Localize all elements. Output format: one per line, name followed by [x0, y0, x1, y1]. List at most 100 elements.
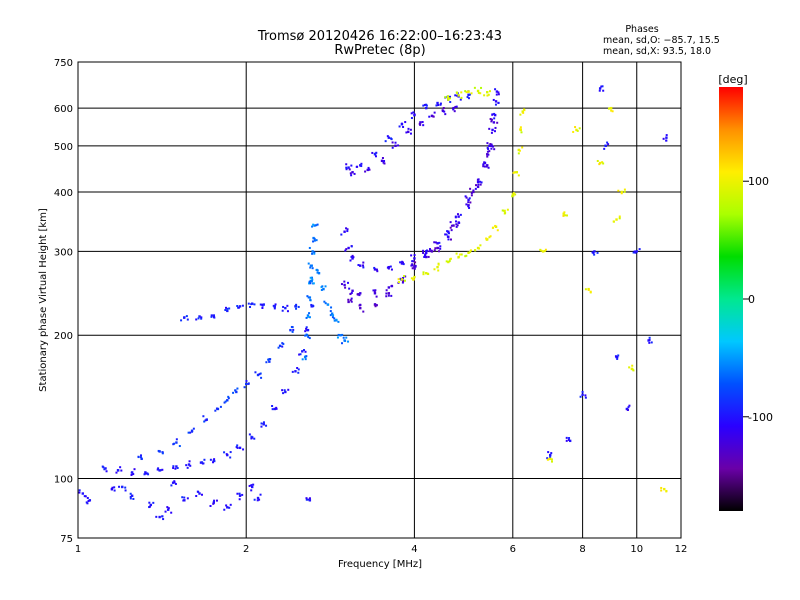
- echo-dot: [479, 180, 482, 183]
- echo-dot: [563, 211, 566, 214]
- data-point: [104, 467, 107, 470]
- echo-dot: [209, 458, 212, 461]
- echo-dot: [130, 471, 133, 474]
- echo-dot: [281, 345, 284, 348]
- echo-dot: [494, 88, 497, 91]
- echo-dot: [359, 304, 362, 307]
- echo-dot: [249, 306, 252, 309]
- echo-dot: [648, 336, 651, 339]
- echo-dot: [213, 499, 216, 502]
- echo-dot: [454, 94, 457, 97]
- data-point: [262, 303, 265, 306]
- echo-dot: [78, 489, 81, 492]
- echo-dot: [200, 316, 203, 319]
- echo-dot: [487, 153, 490, 156]
- echo-dot: [167, 507, 170, 510]
- data-point: [322, 287, 325, 291]
- echo-dot: [132, 497, 135, 500]
- echo-dot: [402, 276, 405, 279]
- echo-dot: [547, 451, 550, 454]
- echo-dot: [341, 333, 344, 336]
- echo-dot: [313, 252, 316, 255]
- echo-dot: [439, 103, 442, 106]
- echo-dot: [350, 297, 353, 300]
- echo-dot: [375, 304, 378, 307]
- data-point: [568, 439, 572, 443]
- chart-titles: Tromsø 20120426 16:22:00–16:23:43 RwPret…: [257, 29, 502, 58]
- echo-dot: [324, 302, 327, 305]
- echo-dot: [262, 421, 265, 424]
- echo-dot: [307, 262, 310, 265]
- echo-dot: [129, 497, 132, 500]
- echo-dot: [84, 495, 87, 498]
- echo-dot: [331, 316, 334, 319]
- echo-dot: [626, 408, 629, 411]
- echo-dot: [566, 214, 569, 217]
- data-point: [515, 171, 519, 174]
- x-tick-label: 8: [579, 544, 585, 555]
- colorbar-tick-label: -100: [748, 411, 773, 424]
- echo-dot: [247, 302, 250, 305]
- echo-dot: [237, 306, 240, 309]
- echo-dot: [562, 214, 565, 217]
- echo-dot: [356, 293, 359, 296]
- echo-dot: [618, 217, 621, 220]
- echo-dot: [223, 401, 226, 404]
- echo-dot: [360, 165, 363, 168]
- echo-dot: [427, 255, 430, 258]
- echo-dot: [437, 250, 440, 253]
- echo-dot: [374, 289, 377, 292]
- echo-dot: [229, 451, 232, 454]
- echo-dot: [479, 183, 482, 186]
- echo-dot: [311, 267, 314, 270]
- data-point: [447, 260, 450, 264]
- echo-dot: [250, 484, 253, 487]
- echo-dot: [493, 117, 496, 120]
- echo-dot: [242, 448, 245, 451]
- data-point: [615, 218, 618, 221]
- echo-dot: [250, 435, 253, 438]
- echo-dot: [202, 415, 205, 418]
- echo-dot: [223, 451, 226, 454]
- data-point: [308, 499, 312, 502]
- data-point: [549, 457, 552, 461]
- echo-dot: [469, 201, 472, 204]
- echo-dot: [490, 118, 493, 121]
- echo-dot: [445, 260, 448, 263]
- echo-dot: [432, 115, 435, 118]
- echo-dot: [351, 254, 354, 257]
- echo-dot: [342, 336, 345, 339]
- echo-dot: [662, 137, 665, 140]
- chart-title: Tromsø 20120426 16:22:00–16:23:43: [257, 29, 502, 44]
- echo-dot: [253, 437, 256, 440]
- echo-dot: [225, 306, 228, 309]
- data-point: [436, 242, 439, 245]
- echo-dot: [410, 117, 413, 120]
- echo-dot: [212, 461, 215, 464]
- echo-dot: [606, 141, 609, 144]
- echo-dot: [565, 439, 568, 442]
- echo-dot: [445, 233, 448, 236]
- echo-dot: [512, 191, 515, 194]
- data-point: [425, 251, 428, 255]
- echo-dot: [449, 226, 452, 229]
- colorbar-ticks: -100 0 100: [743, 175, 773, 424]
- echo-dot: [260, 303, 263, 306]
- echo-dot: [203, 420, 206, 423]
- data-point: [226, 399, 229, 402]
- echo-dot: [311, 278, 314, 281]
- echo-dot: [517, 174, 520, 177]
- echo-dot: [381, 157, 384, 160]
- echo-dot: [313, 251, 316, 254]
- colorbar-tick-label: 0: [748, 293, 755, 306]
- trace-F1-sheared-column: [301, 223, 350, 361]
- data-point: [212, 314, 215, 317]
- echo-dot: [182, 499, 185, 502]
- data-point: [235, 390, 238, 394]
- echo-dot: [512, 171, 515, 174]
- colorbar-label: [deg]: [718, 73, 747, 86]
- echo-dot: [572, 130, 575, 133]
- echo-dot: [455, 252, 458, 255]
- echo-dot: [474, 187, 477, 190]
- echo-dot: [175, 438, 178, 441]
